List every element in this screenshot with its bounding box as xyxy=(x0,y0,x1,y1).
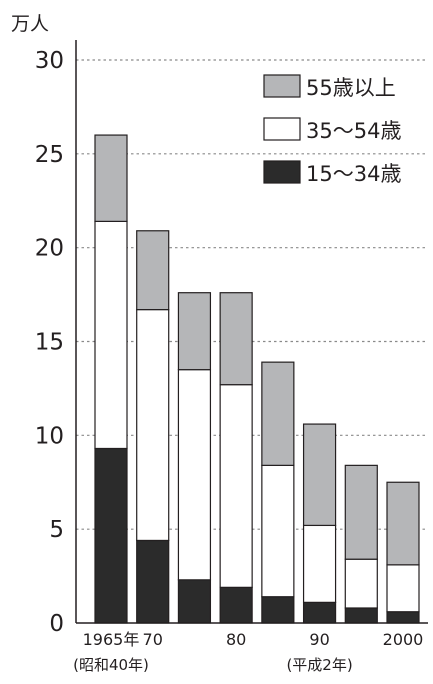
y-tick-label: 20 xyxy=(35,236,64,262)
bar-segment-35-54 xyxy=(261,464,295,598)
y-tick-label: 25 xyxy=(35,142,64,168)
bar-segment-15-34 xyxy=(136,539,170,624)
bar-segment-35-54 xyxy=(344,558,378,609)
bar-segment-15-34 xyxy=(344,607,378,624)
x-tick-label: 1965年 xyxy=(83,630,140,649)
bar-segment-35-54 xyxy=(94,220,128,450)
bar-segment-15-34 xyxy=(261,596,295,624)
x-tick-label: 80 xyxy=(226,630,246,649)
legend: 55歳以上 35〜54歳 15〜34歳 xyxy=(263,74,401,186)
legend-swatch xyxy=(263,160,301,184)
bar-segment-35-54 xyxy=(177,369,212,581)
y-tick-label: 5 xyxy=(49,517,64,543)
bar-segment-55-plus xyxy=(302,423,337,527)
x-tick-sublabel: (平成2年) xyxy=(286,656,352,674)
y-axis-unit-label: 万人 xyxy=(11,13,49,35)
legend-swatch xyxy=(263,117,301,141)
bar-segment-15-34 xyxy=(386,611,420,624)
bar-segment-55-plus xyxy=(386,481,420,566)
bar-segment-35-54 xyxy=(219,384,253,588)
y-tick-label: 30 xyxy=(35,48,64,74)
y-tick-label: 0 xyxy=(49,611,64,637)
bar-segment-55-plus xyxy=(344,464,378,560)
bar-segment-55-plus xyxy=(177,292,212,371)
legend-label: 35〜54歳 xyxy=(306,119,401,143)
axes: 0 5 10 15 20 25 30 1965年 (昭和40年) 70 80 90 (平成2年) 2000 xyxy=(35,40,428,674)
bar-segment-35-54 xyxy=(136,308,170,542)
bar-segment-15-34 xyxy=(94,447,128,624)
y-tick-label: 10 xyxy=(35,423,64,449)
bar-segment-15-34 xyxy=(177,579,212,624)
bars xyxy=(94,134,420,624)
x-tick-label: 70 xyxy=(143,630,163,649)
bar-segment-55-plus xyxy=(219,292,253,386)
x-tick-sublabel: (昭和40年) xyxy=(73,656,149,674)
y-tick-label: 15 xyxy=(35,330,64,356)
legend-label: 15〜34歳 xyxy=(306,162,401,186)
bar-segment-55-plus xyxy=(94,134,128,222)
bar-segment-35-54 xyxy=(386,564,420,613)
legend-swatch xyxy=(263,74,301,98)
bar-segment-55-plus xyxy=(136,230,170,311)
bar-segment-15-34 xyxy=(302,601,337,624)
x-tick-label: 90 xyxy=(309,630,329,649)
legend-label: 55歳以上 xyxy=(306,76,396,100)
bar-segment-15-34 xyxy=(219,586,253,624)
bar-segment-55-plus xyxy=(261,361,295,466)
bar-segment-35-54 xyxy=(302,524,337,603)
x-tick-label: 2000 xyxy=(383,630,424,649)
